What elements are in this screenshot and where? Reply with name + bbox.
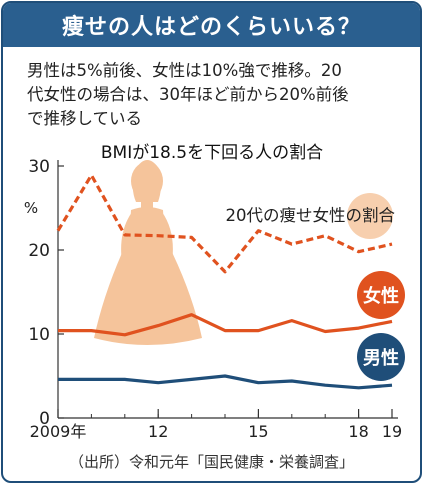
x-tick-label: 12 xyxy=(148,422,168,441)
y-tick-label: 10 xyxy=(28,325,50,345)
x-tick-label: 2009年 xyxy=(30,422,87,441)
label-circle xyxy=(347,193,393,239)
x-tick-label: 15 xyxy=(248,422,268,441)
source-note: （出所）令和元年「国民健康・栄養調査」 xyxy=(68,453,354,471)
summary-line: 代女性の場合は、30年ほど前から20%前後 xyxy=(27,85,349,104)
y-tick-label: 20 xyxy=(28,241,50,261)
badge-male xyxy=(357,333,405,381)
series-line xyxy=(58,374,393,390)
summary-line: で推移している xyxy=(27,109,143,128)
badge-female xyxy=(357,271,405,319)
y-axis-unit: % xyxy=(24,199,38,217)
series-label-female: 女性 xyxy=(363,285,399,307)
x-tick-label: 19 xyxy=(382,422,402,441)
series-label-women-20s: 20代の痩せ女性の割合 xyxy=(226,206,396,225)
series-line xyxy=(56,173,393,274)
chart-title: BMIが18.5を下回る人の割合 xyxy=(101,143,323,163)
series-label-male: 男性 xyxy=(363,347,399,369)
y-tick-label: 0 xyxy=(39,409,50,429)
series-line xyxy=(58,313,393,337)
page-title: 痩せの人はどのくらいいる？ xyxy=(3,3,420,47)
y-tick-label: 30 xyxy=(28,157,50,177)
summary-text: 男性は5%前後、女性は10%強で推移。20 代女性の場合は、30年ほど前から20… xyxy=(27,59,407,131)
summary-line: 男性は5%前後、女性は10%強で推移。20 xyxy=(27,61,342,80)
x-tick-label: 18 xyxy=(348,422,368,441)
